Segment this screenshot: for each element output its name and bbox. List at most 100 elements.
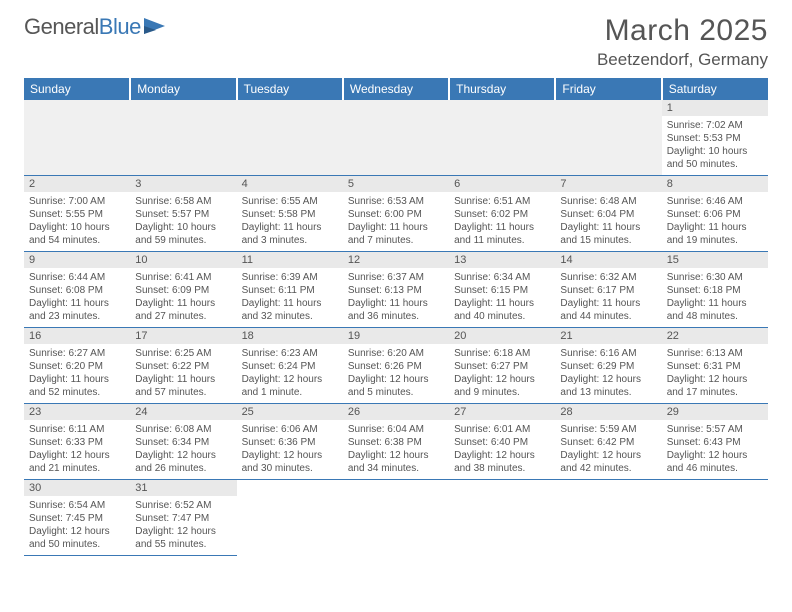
day-number: 28	[555, 404, 661, 420]
calendar-day-cell: 12Sunrise: 6:37 AMSunset: 6:13 PMDayligh…	[343, 252, 449, 328]
title-block: March 2025 Beetzendorf, Germany	[597, 14, 768, 70]
calendar-blank-cell	[343, 480, 449, 556]
calendar-day-cell: 2Sunrise: 7:00 AMSunset: 5:55 PMDaylight…	[24, 176, 130, 252]
calendar-day-cell: 1Sunrise: 7:02 AMSunset: 5:53 PMDaylight…	[662, 100, 768, 176]
day-number: 11	[237, 252, 343, 268]
calendar-day-cell: 17Sunrise: 6:25 AMSunset: 6:22 PMDayligh…	[130, 328, 236, 404]
day-number: 3	[130, 176, 236, 192]
calendar-blank-cell	[343, 100, 449, 176]
day-number: 25	[237, 404, 343, 420]
calendar-row: 9Sunrise: 6:44 AMSunset: 6:08 PMDaylight…	[24, 252, 768, 328]
day-details: Sunrise: 6:44 AMSunset: 6:08 PMDaylight:…	[24, 268, 130, 327]
day-number: 17	[130, 328, 236, 344]
day-details: Sunrise: 6:51 AMSunset: 6:02 PMDaylight:…	[449, 192, 555, 251]
calendar-blank-cell	[449, 100, 555, 176]
calendar-row: 16Sunrise: 6:27 AMSunset: 6:20 PMDayligh…	[24, 328, 768, 404]
calendar-day-cell: 26Sunrise: 6:04 AMSunset: 6:38 PMDayligh…	[343, 404, 449, 480]
day-details: Sunrise: 6:08 AMSunset: 6:34 PMDaylight:…	[130, 420, 236, 479]
weekday-header: Saturday	[662, 78, 768, 100]
calendar-row: 23Sunrise: 6:11 AMSunset: 6:33 PMDayligh…	[24, 404, 768, 480]
calendar-blank-cell	[237, 100, 343, 176]
day-number: 18	[237, 328, 343, 344]
day-details: Sunrise: 6:58 AMSunset: 5:57 PMDaylight:…	[130, 192, 236, 251]
calendar-day-cell: 21Sunrise: 6:16 AMSunset: 6:29 PMDayligh…	[555, 328, 661, 404]
day-details: Sunrise: 6:53 AMSunset: 6:00 PMDaylight:…	[343, 192, 449, 251]
calendar-blank-cell	[130, 100, 236, 176]
calendar-row: 2Sunrise: 7:00 AMSunset: 5:55 PMDaylight…	[24, 176, 768, 252]
calendar-day-cell: 20Sunrise: 6:18 AMSunset: 6:27 PMDayligh…	[449, 328, 555, 404]
day-number: 19	[343, 328, 449, 344]
calendar-blank-cell	[449, 480, 555, 556]
day-details: Sunrise: 6:20 AMSunset: 6:26 PMDaylight:…	[343, 344, 449, 403]
calendar-day-cell: 28Sunrise: 5:59 AMSunset: 6:42 PMDayligh…	[555, 404, 661, 480]
calendar-day-cell: 24Sunrise: 6:08 AMSunset: 6:34 PMDayligh…	[130, 404, 236, 480]
day-details: Sunrise: 6:30 AMSunset: 6:18 PMDaylight:…	[662, 268, 768, 327]
calendar-day-cell: 23Sunrise: 6:11 AMSunset: 6:33 PMDayligh…	[24, 404, 130, 480]
day-number: 5	[343, 176, 449, 192]
day-details: Sunrise: 6:34 AMSunset: 6:15 PMDaylight:…	[449, 268, 555, 327]
day-number: 4	[237, 176, 343, 192]
day-number: 12	[343, 252, 449, 268]
calendar-day-cell: 5Sunrise: 6:53 AMSunset: 6:00 PMDaylight…	[343, 176, 449, 252]
calendar-day-cell: 29Sunrise: 5:57 AMSunset: 6:43 PMDayligh…	[662, 404, 768, 480]
calendar-blank-cell	[662, 480, 768, 556]
day-details: Sunrise: 6:52 AMSunset: 7:47 PMDaylight:…	[130, 496, 236, 555]
day-details: Sunrise: 5:59 AMSunset: 6:42 PMDaylight:…	[555, 420, 661, 479]
calendar-day-cell: 16Sunrise: 6:27 AMSunset: 6:20 PMDayligh…	[24, 328, 130, 404]
day-number: 31	[130, 480, 236, 496]
day-number: 10	[130, 252, 236, 268]
calendar-day-cell: 6Sunrise: 6:51 AMSunset: 6:02 PMDaylight…	[449, 176, 555, 252]
calendar-row: 30Sunrise: 6:54 AMSunset: 7:45 PMDayligh…	[24, 480, 768, 556]
day-details: Sunrise: 6:37 AMSunset: 6:13 PMDaylight:…	[343, 268, 449, 327]
day-details: Sunrise: 6:18 AMSunset: 6:27 PMDaylight:…	[449, 344, 555, 403]
day-number: 13	[449, 252, 555, 268]
day-details: Sunrise: 6:16 AMSunset: 6:29 PMDaylight:…	[555, 344, 661, 403]
weekday-header: Tuesday	[237, 78, 343, 100]
calendar-day-cell: 15Sunrise: 6:30 AMSunset: 6:18 PMDayligh…	[662, 252, 768, 328]
weekday-header: Thursday	[449, 78, 555, 100]
calendar-day-cell: 14Sunrise: 6:32 AMSunset: 6:17 PMDayligh…	[555, 252, 661, 328]
calendar-day-cell: 18Sunrise: 6:23 AMSunset: 6:24 PMDayligh…	[237, 328, 343, 404]
day-number: 21	[555, 328, 661, 344]
calendar-day-cell: 27Sunrise: 6:01 AMSunset: 6:40 PMDayligh…	[449, 404, 555, 480]
day-number: 7	[555, 176, 661, 192]
day-number: 20	[449, 328, 555, 344]
day-details: Sunrise: 6:46 AMSunset: 6:06 PMDaylight:…	[662, 192, 768, 251]
weekday-header: Monday	[130, 78, 236, 100]
calendar-day-cell: 9Sunrise: 6:44 AMSunset: 6:08 PMDaylight…	[24, 252, 130, 328]
day-details: Sunrise: 6:27 AMSunset: 6:20 PMDaylight:…	[24, 344, 130, 403]
day-number: 15	[662, 252, 768, 268]
day-number: 22	[662, 328, 768, 344]
day-number: 23	[24, 404, 130, 420]
calendar-day-cell: 4Sunrise: 6:55 AMSunset: 5:58 PMDaylight…	[237, 176, 343, 252]
day-number: 26	[343, 404, 449, 420]
day-number: 14	[555, 252, 661, 268]
calendar-day-cell: 30Sunrise: 6:54 AMSunset: 7:45 PMDayligh…	[24, 480, 130, 556]
calendar-day-cell: 22Sunrise: 6:13 AMSunset: 6:31 PMDayligh…	[662, 328, 768, 404]
calendar-day-cell: 11Sunrise: 6:39 AMSunset: 6:11 PMDayligh…	[237, 252, 343, 328]
calendar-blank-cell	[555, 480, 661, 556]
day-details: Sunrise: 6:39 AMSunset: 6:11 PMDaylight:…	[237, 268, 343, 327]
calendar-day-cell: 3Sunrise: 6:58 AMSunset: 5:57 PMDaylight…	[130, 176, 236, 252]
day-details: Sunrise: 6:55 AMSunset: 5:58 PMDaylight:…	[237, 192, 343, 251]
location: Beetzendorf, Germany	[597, 50, 768, 70]
logo: GeneralBlue	[24, 14, 169, 40]
calendar-day-cell: 13Sunrise: 6:34 AMSunset: 6:15 PMDayligh…	[449, 252, 555, 328]
header: GeneralBlue March 2025 Beetzendorf, Germ…	[24, 14, 768, 70]
day-number: 30	[24, 480, 130, 496]
calendar-blank-cell	[237, 480, 343, 556]
day-number: 1	[662, 100, 768, 116]
calendar-table: SundayMondayTuesdayWednesdayThursdayFrid…	[24, 78, 768, 556]
day-details: Sunrise: 6:01 AMSunset: 6:40 PMDaylight:…	[449, 420, 555, 479]
calendar-row: 1Sunrise: 7:02 AMSunset: 5:53 PMDaylight…	[24, 100, 768, 176]
calendar-blank-cell	[24, 100, 130, 176]
month-title: March 2025	[597, 14, 768, 48]
calendar-day-cell: 10Sunrise: 6:41 AMSunset: 6:09 PMDayligh…	[130, 252, 236, 328]
day-details: Sunrise: 6:23 AMSunset: 6:24 PMDaylight:…	[237, 344, 343, 403]
weekday-header: Sunday	[24, 78, 130, 100]
day-details: Sunrise: 7:00 AMSunset: 5:55 PMDaylight:…	[24, 192, 130, 251]
day-details: Sunrise: 6:11 AMSunset: 6:33 PMDaylight:…	[24, 420, 130, 479]
day-details: Sunrise: 6:48 AMSunset: 6:04 PMDaylight:…	[555, 192, 661, 251]
day-details: Sunrise: 5:57 AMSunset: 6:43 PMDaylight:…	[662, 420, 768, 479]
day-number: 9	[24, 252, 130, 268]
